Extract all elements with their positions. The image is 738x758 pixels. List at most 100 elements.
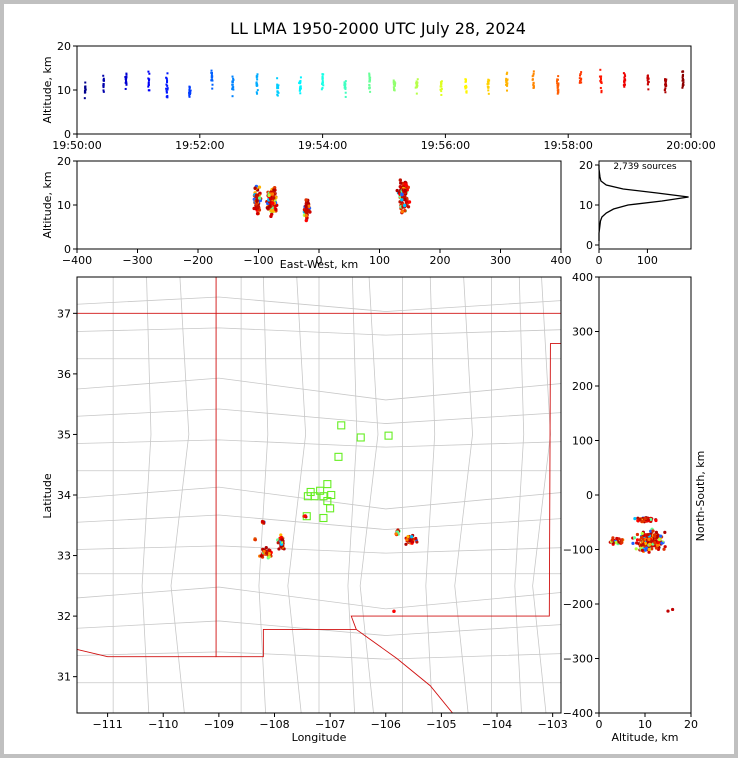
county-line [77, 296, 561, 312]
time-altitude-source [84, 85, 87, 88]
time-altitude-source [646, 75, 649, 78]
x-tick-label: −108 [259, 718, 289, 731]
y-tick-label: 35 [57, 428, 71, 441]
county-line [454, 277, 473, 713]
time-altitude-source [664, 78, 667, 81]
time-altitude-source [102, 77, 105, 80]
time-altitude-source [124, 76, 127, 79]
time-altitude-source [102, 84, 105, 87]
time-altitude-source [232, 77, 235, 80]
time-altitude-source [646, 83, 649, 86]
time-altitude-source [623, 80, 626, 83]
x-tick-label: −106 [371, 718, 401, 731]
time-altitude-source [532, 83, 535, 86]
time-altitude-source [102, 74, 105, 77]
north-south-source [640, 531, 644, 536]
time-altitude-source [166, 79, 169, 82]
east-west-source [252, 206, 256, 211]
east-west-source [303, 209, 308, 214]
north-south-source [635, 538, 640, 542]
y-tick-label: 0 [586, 239, 593, 252]
time-altitude-source [394, 82, 397, 85]
north-south-source [659, 534, 663, 538]
east-west-source [274, 207, 278, 212]
time-altitude-source [506, 82, 509, 85]
plan-view-source [280, 538, 284, 542]
time-altitude-source [368, 75, 371, 78]
time-altitude-source [124, 78, 127, 81]
time-altitude-source [440, 90, 443, 93]
north-south-source [620, 538, 624, 542]
time-altitude-source [623, 78, 626, 81]
time-altitude-source [210, 76, 213, 79]
north-south-source [663, 545, 667, 549]
north-south-source [660, 541, 664, 545]
time-altitude-source [125, 75, 128, 78]
y-tick-label: −100 [563, 544, 593, 557]
latitude-label: Latitude [41, 473, 54, 519]
x-tick-label: −300 [122, 254, 152, 267]
x-tick-label: −110 [148, 718, 178, 731]
time-altitude-source [439, 85, 442, 88]
time-altitude-source [415, 92, 418, 95]
time-altitude-source [166, 87, 169, 90]
east-west-source [400, 192, 404, 197]
time-altitude-source [647, 77, 650, 80]
time-altitude-source [368, 73, 371, 76]
east-west-source [306, 201, 310, 205]
north-south-source [671, 607, 675, 612]
plan-view-source [405, 538, 409, 542]
time-altitude-source [682, 81, 685, 84]
source-count-annotation: 2,739 sources [613, 162, 677, 172]
north-south-source [648, 542, 652, 546]
time-altitude-source [368, 86, 371, 89]
time-altitude-source [556, 78, 559, 81]
north-south-source [634, 541, 639, 545]
x-tick-label: 0 [596, 718, 603, 731]
x-tick-label: 20:00:00 [666, 139, 715, 152]
x-tick-label: 0 [596, 254, 603, 267]
plan-view-source [410, 535, 414, 539]
east-west-ylabel: Altitude, km [41, 171, 54, 238]
time-altitude-source [646, 79, 649, 82]
time-altitude-source [232, 86, 235, 89]
time-altitude-source [277, 87, 280, 90]
time-altitude-source [505, 83, 508, 86]
time-altitude-source [465, 90, 468, 93]
east-west-source [400, 198, 404, 202]
time-altitude-source [255, 81, 258, 84]
north-south-source [614, 540, 618, 545]
time-altitude-source [599, 78, 602, 81]
time-altitude-source [623, 73, 626, 76]
time-altitude-source [125, 83, 128, 86]
time-altitude-points [83, 68, 685, 100]
histogram-axes: 0 100 0 10 20 [579, 159, 658, 267]
east-west-source [304, 204, 308, 208]
time-altitude-source [102, 86, 105, 89]
time-altitude-source [321, 77, 324, 80]
east-west-source [304, 213, 308, 218]
time-altitude-source [556, 91, 559, 94]
time-altitude-source [276, 93, 279, 96]
histogram-frame [598, 160, 692, 250]
east-west-source [268, 204, 272, 208]
time-altitude-source [439, 88, 442, 91]
y-tick-label: 200 [572, 380, 593, 393]
north-south-source [647, 537, 651, 541]
east-west-xlabel: East-West, km [280, 258, 358, 271]
north-south-panel: 0 10 20 −400 −300 −200 −100 0 100 200 300 400 North… [563, 271, 707, 744]
y-tick-label: 31 [57, 671, 71, 684]
y-tick-label: 10 [57, 84, 71, 97]
time-altitude-source [487, 82, 490, 85]
plan-view-source [279, 542, 284, 546]
north-south-source [610, 538, 614, 542]
time-altitude-source [165, 91, 168, 94]
station-marker [384, 431, 393, 440]
east-west-source [270, 192, 275, 196]
time-altitude-source [682, 79, 685, 82]
time-altitude-source [298, 89, 301, 92]
north-south-source [640, 548, 644, 552]
time-altitude-source [125, 80, 128, 83]
time-altitude-source [321, 79, 324, 82]
x-tick-label: 19:50:00 [52, 139, 101, 152]
